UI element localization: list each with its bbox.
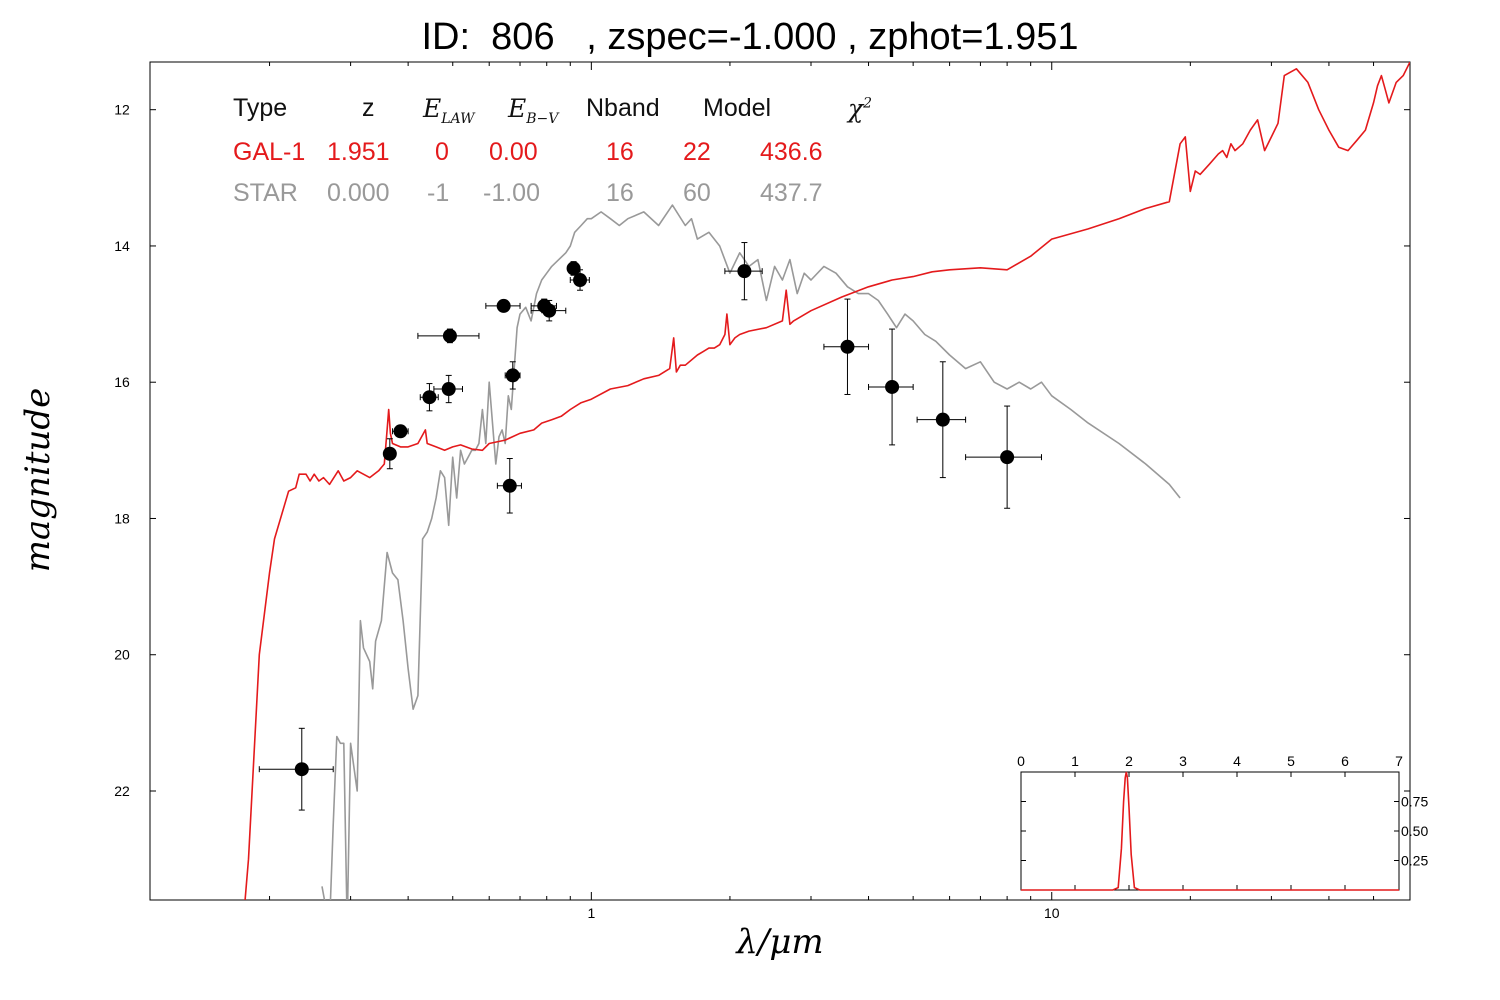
data-point <box>823 298 870 395</box>
x-tick-label: 10 <box>1044 905 1060 921</box>
data-point <box>724 242 763 301</box>
legend-star-type: STAR <box>233 179 298 207</box>
data-marker <box>737 264 752 279</box>
legend-gal-z: 1.951 <box>327 138 390 166</box>
data-point <box>496 458 522 514</box>
data-marker <box>542 303 557 318</box>
legend-header-model: Model <box>703 94 772 122</box>
inset-x-tick-label: 2 <box>1125 753 1133 769</box>
data-marker <box>573 273 588 288</box>
legend-gal-elaw: 0 <box>435 138 449 166</box>
data-marker <box>840 339 855 354</box>
legend-star-ebv: -1.00 <box>483 179 540 207</box>
data-marker <box>294 762 309 777</box>
inset-x-tick-label: 5 <box>1287 753 1295 769</box>
y-tick-label: 12 <box>114 102 130 118</box>
data-point <box>504 361 521 390</box>
legend-star-z: 0.000 <box>327 179 390 207</box>
inset-x-tick-label: 4 <box>1233 753 1241 769</box>
legend-gal-nband: 16 <box>606 138 634 166</box>
inset-pdf-line <box>1021 771 1399 891</box>
data-marker <box>441 382 456 397</box>
x-tick-label: 1 <box>587 905 595 921</box>
legend-header-nband: Nband <box>586 94 660 122</box>
data-point <box>566 261 581 276</box>
data-marker <box>566 261 581 276</box>
data-marker <box>505 368 520 383</box>
legend-gal-chi2: 436.6 <box>760 138 823 166</box>
inset-x-tick-label: 0 <box>1017 753 1025 769</box>
data-point <box>258 727 334 811</box>
y-tick-label: 22 <box>114 783 130 799</box>
data-point <box>916 361 967 479</box>
y-tick-label: 16 <box>114 374 130 390</box>
inset-y-tick-label: 0.25 <box>1401 853 1428 869</box>
data-point <box>530 299 567 322</box>
data-marker <box>496 298 511 313</box>
data-point <box>569 269 590 291</box>
y-tick-label: 14 <box>114 238 130 254</box>
data-marker <box>382 446 397 461</box>
data-point <box>392 424 409 439</box>
legend-header-z: z <box>362 94 375 122</box>
legend-star-nband: 16 <box>606 179 634 207</box>
data-point <box>419 383 439 412</box>
data-marker <box>393 424 408 439</box>
inset-x-tick-label: 7 <box>1395 753 1403 769</box>
data-point <box>433 374 464 404</box>
legend-star-chi2: 437.7 <box>760 179 823 207</box>
y-tick-label: 20 <box>114 647 130 663</box>
data-marker <box>422 390 437 405</box>
data-marker <box>502 478 517 493</box>
data-point <box>965 405 1042 509</box>
legend-gal-ebv: 0.00 <box>489 138 538 166</box>
legend-header-ebv: EB−V <box>508 94 559 127</box>
legend-header-elaw: ELAW <box>423 94 475 127</box>
inset-y-tick-label: 0.50 <box>1401 823 1428 839</box>
data-marker <box>885 379 900 394</box>
data-marker <box>1000 450 1015 465</box>
chart-title: ID: 806 , zspec=-1.000 , zphot=1.951 <box>421 16 1079 58</box>
inset-x-tick-label: 6 <box>1341 753 1349 769</box>
inset-x-tick-label: 1 <box>1071 753 1079 769</box>
data-point <box>485 298 521 313</box>
series-star-line <box>321 204 1181 900</box>
inset-frame <box>1020 771 1400 891</box>
legend-star-model: 60 <box>683 179 711 207</box>
series-gal-1-line <box>244 62 1410 900</box>
data-marker <box>935 412 950 427</box>
y-axis-label: magnitude <box>18 387 58 573</box>
inset-x-tick-label: 3 <box>1179 753 1187 769</box>
y-tick-label: 18 <box>114 510 130 526</box>
data-point <box>382 438 397 470</box>
data-point <box>868 328 914 446</box>
data-marker <box>442 328 457 343</box>
legend-star-elaw: -1 <box>427 179 450 207</box>
legend-gal-model: 22 <box>683 138 711 166</box>
data-point <box>417 328 480 344</box>
plot-frame <box>149 61 1411 901</box>
x-axis-label: λ/μm <box>736 922 824 962</box>
legend-header-chi2: χ2 <box>848 94 873 123</box>
inset-y-tick-label: 0.75 <box>1401 794 1428 810</box>
legend-header-type: Type <box>233 94 288 122</box>
legend-gal-type: GAL-1 <box>233 138 306 166</box>
